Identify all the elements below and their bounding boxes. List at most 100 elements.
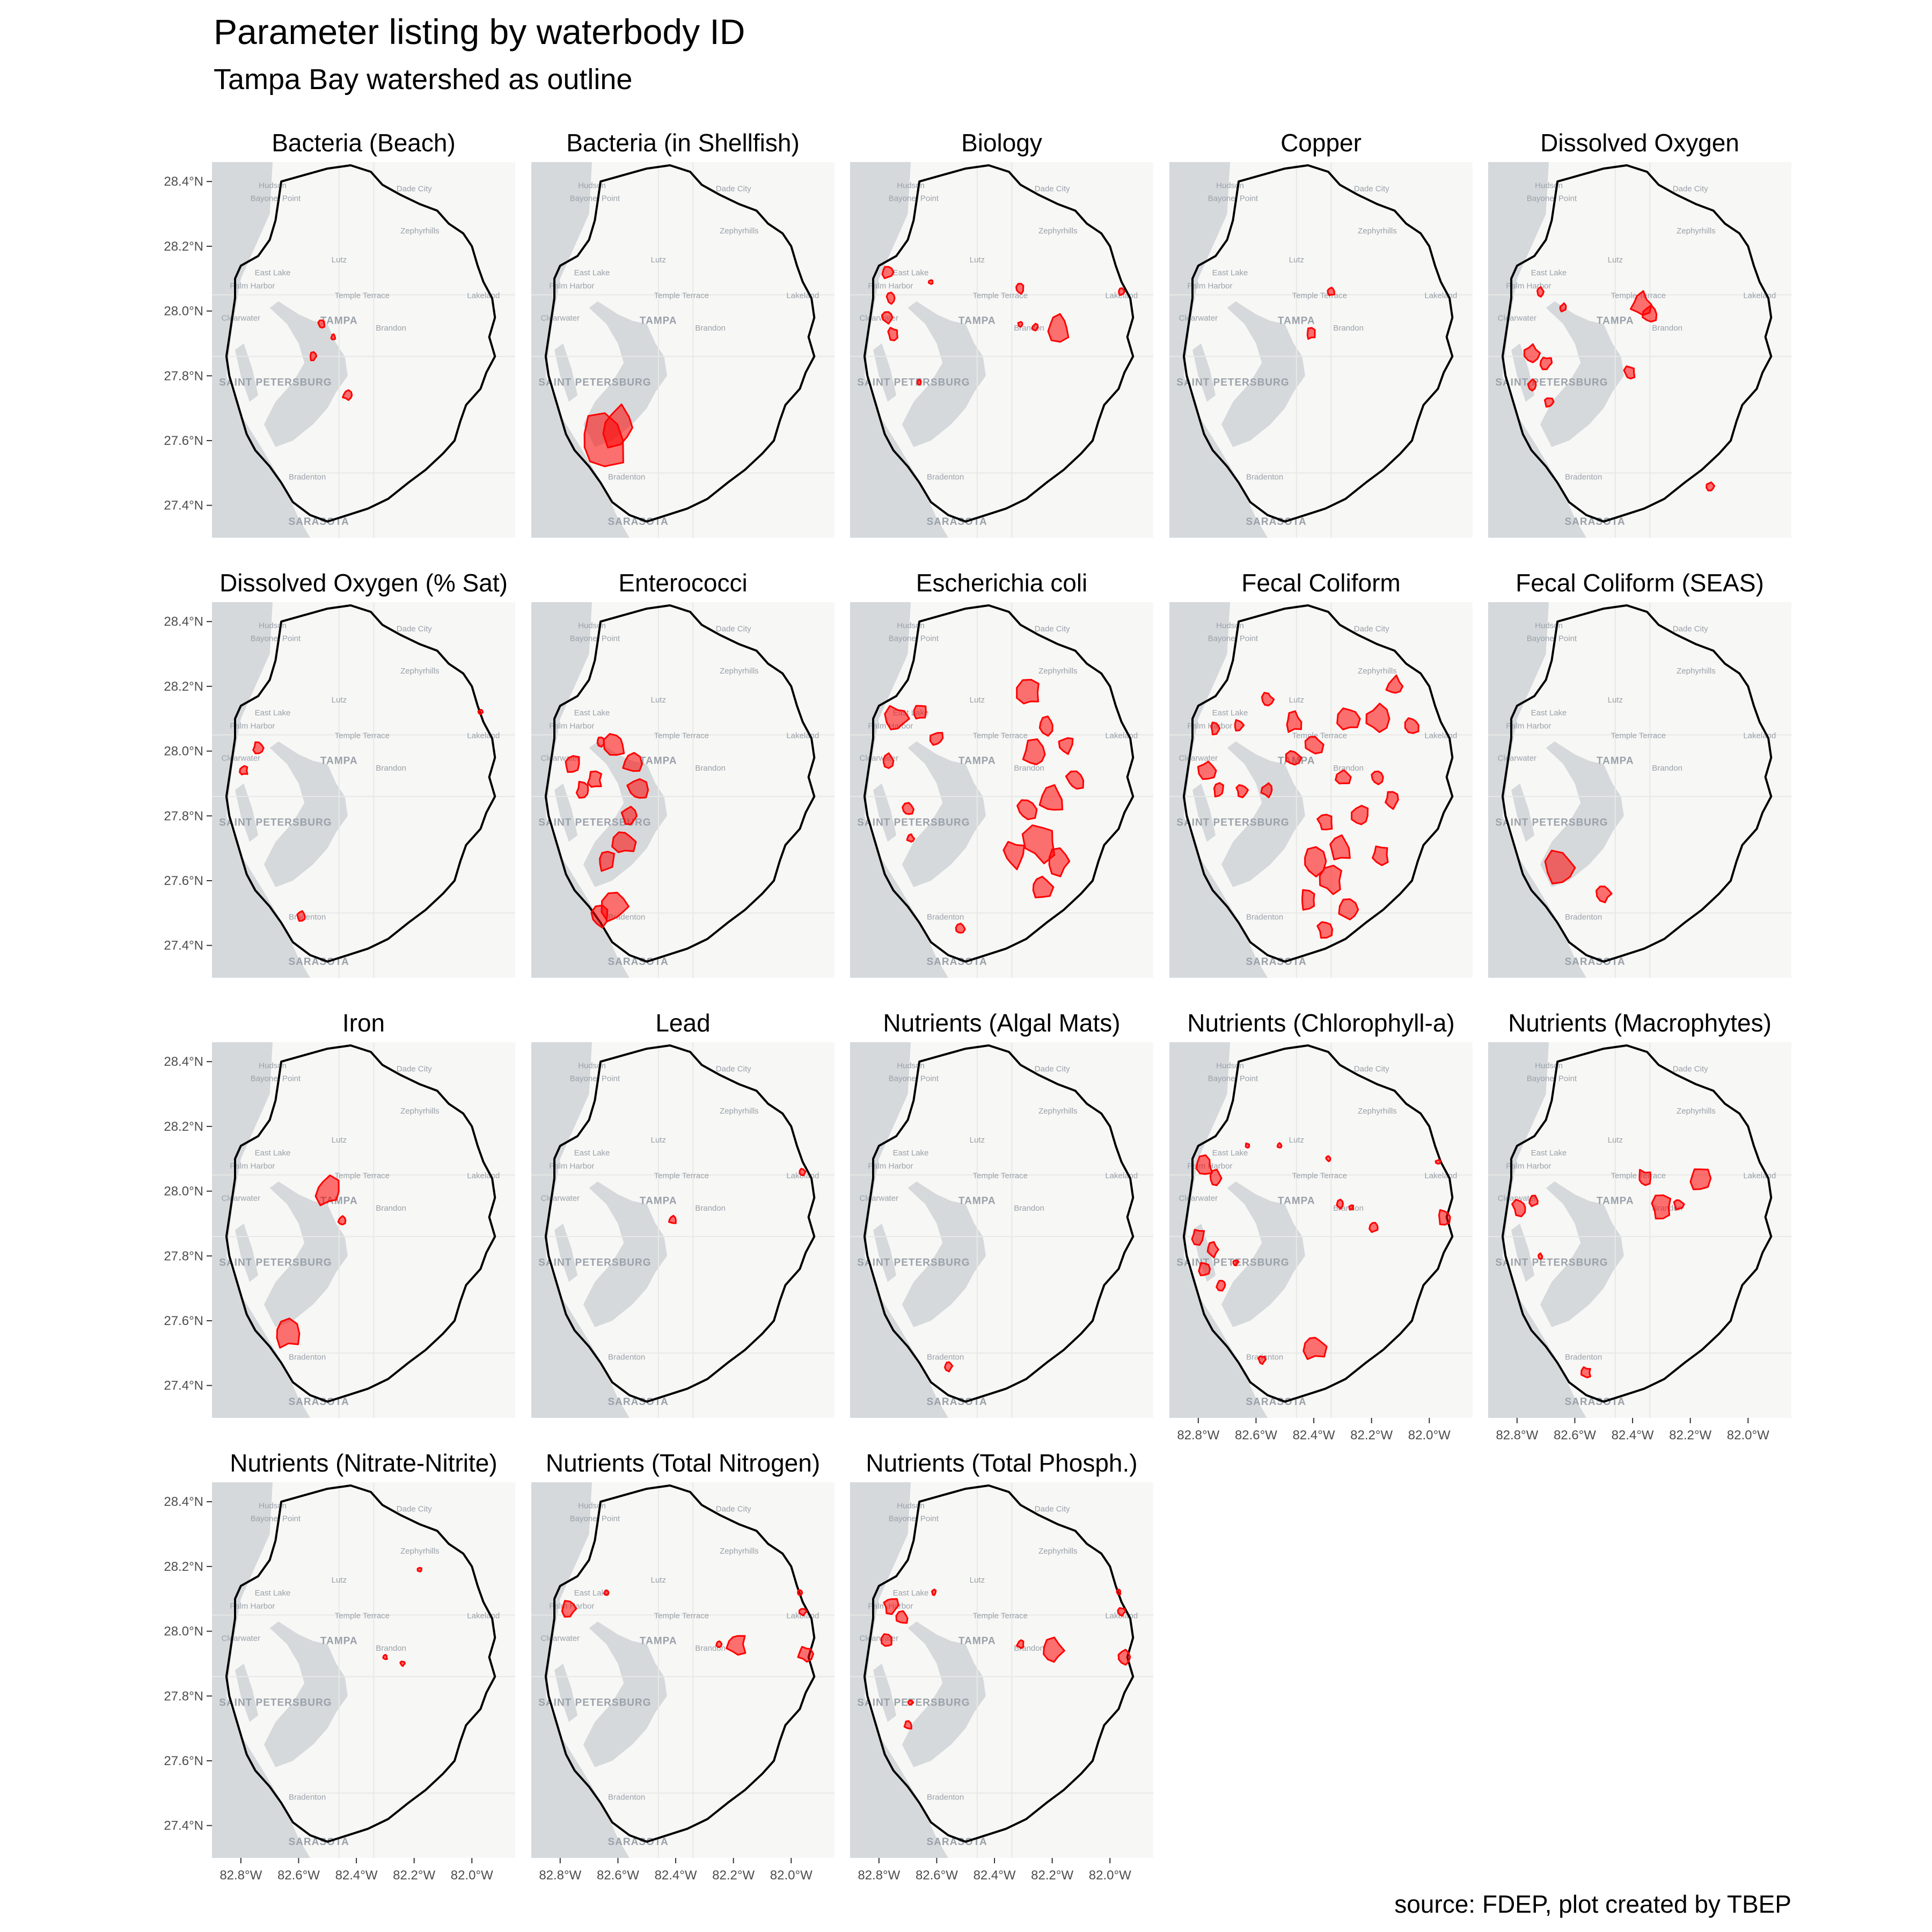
waterbody-area: [1302, 1337, 1328, 1360]
waterbody-area: [565, 755, 580, 773]
waterbody-area: [885, 291, 896, 305]
waterbody-area: [1276, 1142, 1283, 1148]
gulf-water: [212, 602, 310, 978]
facet-strip-label: Iron: [342, 1009, 385, 1037]
waterbody-area: [1335, 769, 1352, 785]
basemap-place-label: Clearwater: [1179, 754, 1218, 763]
waterbody-area: [929, 731, 944, 746]
basemap-place-label: Clearwater: [1498, 314, 1537, 323]
basemap-place-label: Brandon: [1652, 764, 1682, 773]
basemap-place-label: Bayonet Point: [570, 1514, 620, 1523]
x-tick-label: 82.6°W: [1554, 1428, 1596, 1443]
waterbody-area: [1371, 770, 1384, 786]
basemap-place-label: SAINT PETERSBURG: [538, 377, 651, 388]
basemap-place-label: Bradenton: [289, 1352, 326, 1362]
waterbody-area: [1245, 1142, 1250, 1149]
gulf-water: [531, 1042, 630, 1418]
tampa-bay-water: [1221, 301, 1305, 447]
basemap-place-label: Palm Harbor: [549, 721, 594, 730]
basemap-place-label: Lutz: [1608, 696, 1623, 705]
basemap-place-label: Bradenton: [927, 1792, 964, 1802]
basemap-place-label: Hudson: [897, 1061, 925, 1070]
tampa-bay-water: [264, 741, 348, 887]
waterbody-area: [587, 770, 603, 788]
tampa-bay-water: [1221, 1181, 1305, 1327]
basemap-place-label: Bayonet Point: [570, 1074, 620, 1083]
waterbody-area: [310, 351, 318, 362]
waterbody-area: [296, 910, 306, 922]
facet-strip-label: Lead: [655, 1009, 710, 1037]
waterbody-area: [1327, 287, 1335, 296]
x-tick-label: 82.4°W: [974, 1868, 1016, 1883]
waterbody-area: [1543, 397, 1555, 408]
waterbody-area: [880, 1633, 892, 1647]
waterbody-area: [1197, 760, 1217, 780]
waterbody-area: [881, 266, 895, 279]
watershed-outline: [1501, 1044, 1773, 1403]
gulf-water: [1488, 162, 1586, 538]
basemap-place-label: SAINT PETERSBURG: [857, 817, 970, 828]
basemap-place-label: Zephyrhills: [1038, 1547, 1078, 1556]
waterbody-area: [1285, 750, 1302, 766]
basemap-place-label: Hudson: [897, 181, 925, 190]
basemap-place-label: Clearwater: [222, 314, 261, 323]
basemap-place-label: Bradenton: [289, 912, 326, 921]
waterbody-area: [1527, 378, 1537, 392]
basemap-place-label: Lutz: [1289, 696, 1304, 705]
coastal-water: [1511, 1223, 1535, 1282]
basemap-place-label: TAMPA: [640, 756, 677, 767]
waterbody-area: [1015, 1639, 1024, 1649]
waterbody-area: [1213, 782, 1224, 797]
basemap-place-label: Brandon: [695, 324, 726, 333]
basemap-place-label: Dade City: [1673, 184, 1708, 193]
gulf-water: [1488, 602, 1586, 978]
basemap-place-label: Dade City: [1035, 1064, 1070, 1073]
basemap-place-label: Lutz: [970, 1576, 985, 1585]
waterbody-area: [1286, 710, 1302, 733]
x-tick-label: 82.6°W: [277, 1868, 320, 1883]
tampa-bay-water: [583, 301, 667, 447]
basemap-place-label: Bayonet Point: [1527, 634, 1577, 643]
waterbody-area: [1385, 674, 1404, 694]
basemap-place-label: Zephyrhills: [1038, 226, 1078, 236]
waterbody-area: [1209, 1168, 1223, 1187]
coastal-water: [873, 1223, 897, 1282]
basemap-place-label: Temple Terrace: [1611, 731, 1666, 740]
x-tick-label: 82.2°W: [1031, 1868, 1073, 1883]
waterbody-area: [1065, 770, 1085, 790]
basemap-place-label: TAMPA: [320, 1636, 358, 1647]
basemap-place-label: Lakeland: [1424, 291, 1457, 300]
waterbody-area: [314, 1174, 340, 1206]
basemap-place-label: TAMPA: [640, 316, 677, 327]
basemap-place-label: Brandon: [376, 1644, 406, 1653]
x-tick-label: 82.0°W: [770, 1868, 813, 1883]
waterbody-area: [1198, 1262, 1211, 1277]
x-tick-label: 82.8°W: [219, 1868, 262, 1883]
coastal-water: [554, 1663, 578, 1722]
waterbody-area: [1559, 302, 1567, 313]
basemap-place-label: SAINT PETERSBURG: [219, 377, 332, 388]
waterbody-area: [1372, 845, 1389, 866]
basemap-place-label: Lutz: [651, 1576, 666, 1585]
basemap-place-label: TAMPA: [958, 316, 996, 327]
waterbody-area: [1642, 304, 1658, 323]
x-tick-label: 82.2°W: [712, 1868, 755, 1883]
basemap-place-label: Dade City: [1035, 624, 1070, 633]
waterbody-area: [1260, 782, 1273, 799]
y-tick-label: 28.4°N: [164, 1495, 203, 1509]
basemap-place-label: Dade City: [1354, 624, 1389, 633]
waterbody-area: [1638, 1169, 1651, 1186]
facet-strip-label: Nutrients (Nitrate-Nitrite): [230, 1449, 497, 1477]
basemap-place-label: SAINT PETERSBURG: [857, 1257, 970, 1268]
waterbody-area: [895, 1610, 909, 1624]
basemap-place-label: SAINT PETERSBURG: [1495, 1257, 1608, 1268]
coastal-water: [235, 343, 259, 402]
x-tick-label: 82.2°W: [1669, 1428, 1711, 1443]
waterbody-area: [599, 851, 615, 872]
facet-strip-label: Dissolved Oxygen (% Sat): [219, 569, 508, 597]
basemap-place-label: Hudson: [259, 1061, 287, 1070]
